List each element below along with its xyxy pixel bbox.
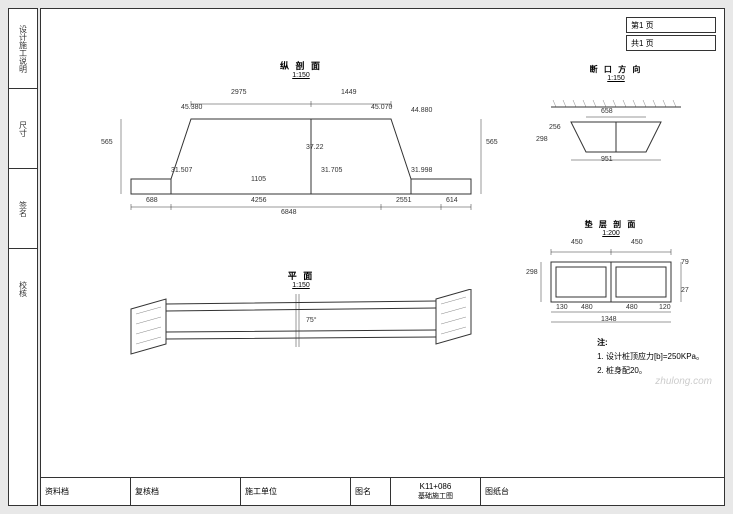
dim-f6: 120 bbox=[659, 304, 671, 311]
drawing-area: 纵 剖 面 1:150 2975 1449 45.380 45.070 44.8… bbox=[41, 9, 724, 429]
elevation-title: 纵 剖 面 bbox=[111, 59, 491, 72]
dim-f10: 27 bbox=[681, 287, 689, 294]
dim-s1: 658 bbox=[601, 108, 613, 115]
dim-f4: 480 bbox=[581, 304, 593, 311]
tb-cell-1: 资料档 bbox=[41, 478, 131, 505]
plan-view: 平 面 1:150 75° bbox=[111, 269, 491, 289]
dim-e15: 565 bbox=[486, 139, 498, 146]
section-view: 断 口 方 向 1:150 658 951 256 298 bbox=[541, 64, 691, 82]
dim-e3: 45.380 bbox=[181, 104, 202, 111]
foundation-svg bbox=[531, 237, 691, 327]
plan-title: 平 面 bbox=[111, 269, 491, 282]
dim-f7: 1348 bbox=[601, 316, 617, 323]
dim-e1: 2975 bbox=[231, 89, 247, 96]
tb-station: K11+086 bbox=[420, 482, 452, 491]
foundation-view: 垫 层 剖 面 1:200 450 450 130 480 480 120 13… bbox=[531, 219, 691, 237]
dim-s2: 951 bbox=[601, 156, 613, 163]
dim-e4b: 44.880 bbox=[411, 107, 432, 114]
tb-cell-3: 施工单位 bbox=[241, 478, 351, 505]
sidebar-cell-2: 尺寸 bbox=[9, 89, 37, 169]
tb-cell-7: 图纸台 bbox=[481, 478, 541, 505]
sidebar-cell-3: 签名 bbox=[9, 169, 37, 249]
dim-p1: 75° bbox=[306, 317, 317, 324]
main-drawing-frame: 第1 页 共1 页 纵 剖 面 1:150 2975 1449 45.380 4… bbox=[40, 8, 725, 506]
notes: 注: 1. 设计桩顶应力[b]=250KPa。 2. 桩身配20。 bbox=[597, 337, 704, 379]
dim-f3: 130 bbox=[556, 304, 568, 311]
tb-cell-5: K11+086 基础施工图 bbox=[391, 478, 481, 505]
tb-cell-4: 图名 bbox=[351, 478, 391, 505]
sidebar-cell-4: 校核 bbox=[9, 249, 37, 329]
dim-e9: 688 bbox=[146, 197, 158, 204]
dim-f5: 480 bbox=[626, 304, 638, 311]
elevation-scale: 1:150 bbox=[111, 72, 491, 79]
dim-e11: 2551 bbox=[396, 197, 412, 204]
dim-f2: 450 bbox=[631, 239, 643, 246]
dim-e5: 31.507 bbox=[171, 167, 192, 174]
dim-e6b: 31.998 bbox=[411, 167, 432, 174]
dim-s3: 256 bbox=[549, 124, 561, 131]
sidebar-cell-1: 设计施工说明 bbox=[9, 9, 37, 89]
sidebar-text-2: 尺寸 bbox=[18, 121, 29, 137]
dim-e2: 1449 bbox=[341, 89, 357, 96]
foundation-title: 垫 层 剖 面 bbox=[531, 219, 691, 230]
sidebar-text-3: 签名 bbox=[18, 201, 29, 217]
dim-e4: 45.070 bbox=[371, 104, 392, 111]
section-title: 断 口 方 向 bbox=[541, 64, 691, 75]
dim-f9: 79 bbox=[681, 259, 689, 266]
sidebar-text-1: 设计施工说明 bbox=[18, 25, 29, 73]
dim-f1: 450 bbox=[571, 239, 583, 246]
dim-e10: 4256 bbox=[251, 197, 267, 204]
dim-e12: 614 bbox=[446, 197, 458, 204]
title-block: 资料档 复核档 施工单位 图名 K11+086 基础施工图 图纸台 bbox=[41, 477, 724, 505]
note-line-1: 1. 设计桩顶应力[b]=250KPa。 bbox=[597, 351, 704, 362]
note-line-2: 2. 桩身配20。 bbox=[597, 365, 704, 376]
note-header: 注: bbox=[597, 337, 704, 348]
tb-cell-2: 复核档 bbox=[131, 478, 241, 505]
foundation-scale: 1:200 bbox=[531, 230, 691, 237]
section-svg bbox=[541, 82, 691, 172]
plan-scale: 1:150 bbox=[111, 282, 491, 289]
watermark: zhulong.com bbox=[655, 376, 712, 387]
plan-svg bbox=[111, 289, 491, 369]
sidebar: 设计施工说明 尺寸 签名 校核 bbox=[8, 8, 38, 506]
dim-e8: 1105 bbox=[251, 176, 266, 183]
dim-e14: 565 bbox=[101, 139, 113, 146]
elevation-view: 纵 剖 面 1:150 2975 1449 45.380 45.070 44.8… bbox=[111, 59, 491, 79]
section-scale: 1:150 bbox=[541, 75, 691, 82]
dim-s4: 298 bbox=[536, 136, 548, 143]
dim-f8: 298 bbox=[526, 269, 538, 276]
tb-drawing-name: 基础施工图 bbox=[418, 491, 453, 501]
dim-e7: 37.22 bbox=[306, 144, 324, 151]
sidebar-text-4: 校核 bbox=[18, 281, 29, 297]
dim-e6: 31.705 bbox=[321, 167, 342, 174]
elevation-svg bbox=[111, 79, 491, 219]
dim-e13: 6848 bbox=[281, 209, 297, 216]
